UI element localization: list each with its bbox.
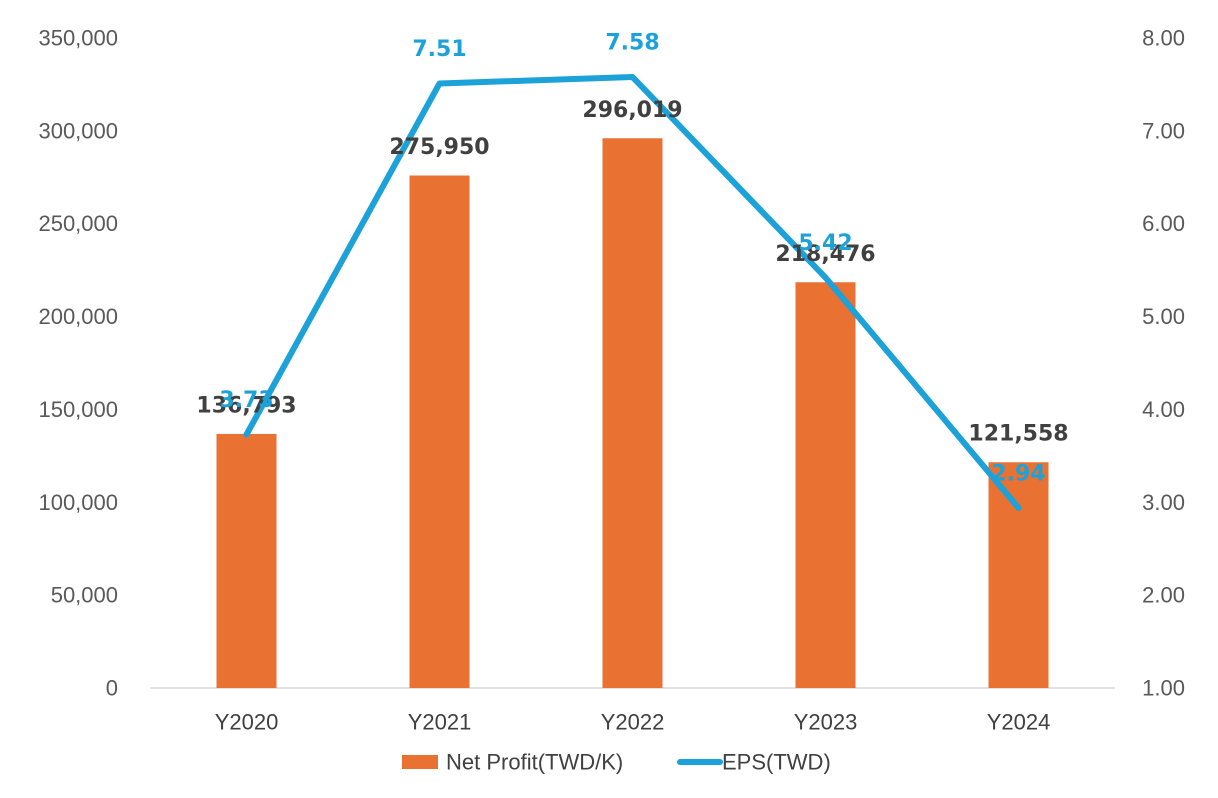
legend: Net Profit(TWD/K) EPS(TWD) [402,750,831,775]
bar-data-label: 136,793 [196,393,296,418]
category-label: Y2022 [601,710,665,735]
category-label: Y2021 [408,710,472,735]
eps-data-label: 2.94 [991,461,1045,486]
bar-y2023 [795,282,856,688]
line-series [243,74,1022,511]
right-axis-tick-label: 3.00 [1142,490,1185,515]
category-axis: Y2020 Y2021 Y2022 Y2023 Y2024 [215,710,1051,735]
right-axis-tick-label: 1.00 [1142,676,1185,701]
eps-line [243,74,1022,511]
right-axis-tick-label: 5.00 [1142,304,1185,329]
bar-data-labels: 136,793 275,950 296,019 218,476 121,558 [196,98,1068,447]
bar-data-label: 121,558 [968,422,1068,447]
legend-swatch-net-profit [402,755,438,769]
left-axis-tick-label: 0 [106,676,118,701]
right-axis-tick-label: 4.00 [1142,397,1185,422]
bar-data-label: 296,019 [582,98,682,123]
category-label: Y2024 [987,710,1051,735]
line-data-labels: 3.73 7.51 7.58 5.42 2.94 [219,31,1045,487]
category-label: Y2020 [215,710,279,735]
right-axis: 1.00 2.00 3.00 4.00 5.00 6.00 7.00 8.00 [1142,26,1185,701]
left-axis: 0 50,000 100,000 150,000 200,000 250,000 300,0… [38,26,118,701]
right-axis-tick-label: 8.00 [1142,26,1185,51]
bar-data-label: 275,950 [389,135,489,160]
right-axis-tick-label: 7.00 [1142,118,1185,143]
bar-y2024 [988,462,1049,688]
eps-data-label: 7.58 [605,31,659,56]
bar-data-label: 218,476 [775,242,875,267]
bar-y2021 [409,175,470,688]
right-axis-tick-label: 6.00 [1142,211,1185,236]
eps-data-label: 3.73 [219,388,273,413]
bar-y2022 [602,138,663,688]
category-label: Y2023 [794,710,858,735]
right-axis-tick-label: 2.00 [1142,583,1185,608]
left-axis-tick-label: 50,000 [51,583,118,608]
left-axis-tick-label: 150,000 [38,397,118,422]
left-axis-tick-label: 300,000 [38,118,118,143]
bar-y2020 [216,433,277,688]
bar-series [216,138,1049,688]
left-axis-tick-label: 100,000 [38,490,118,515]
eps-data-label: 7.51 [412,37,466,62]
legend-label-eps: EPS(TWD) [722,750,831,775]
left-axis-tick-label: 200,000 [38,304,118,329]
eps-data-label: 5.42 [798,231,852,256]
legend-label-net-profit: Net Profit(TWD/K) [446,750,623,775]
left-axis-tick-label: 350,000 [38,26,118,51]
left-axis-tick-label: 250,000 [38,211,118,236]
